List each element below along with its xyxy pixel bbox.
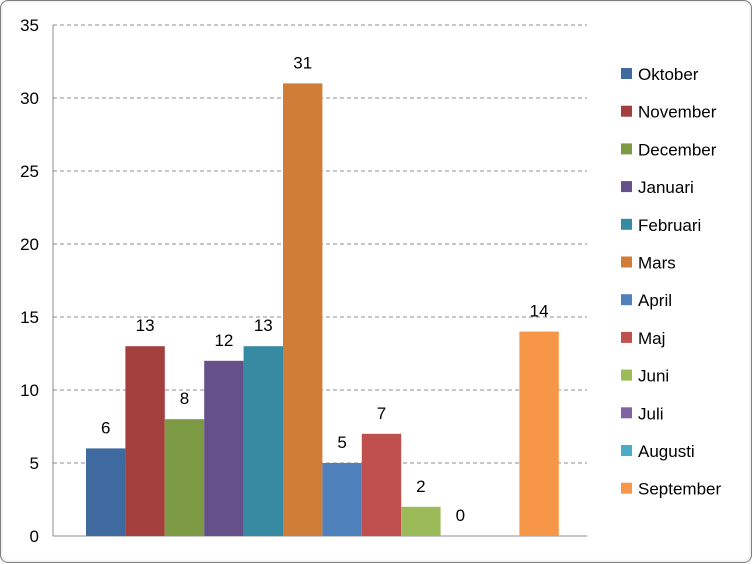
bar-februari bbox=[243, 346, 283, 536]
legend-swatch-december bbox=[621, 143, 632, 155]
y-tick-label: 20 bbox=[20, 235, 39, 254]
legend-swatch-september bbox=[621, 482, 632, 494]
legend-label-mars: Mars bbox=[638, 254, 676, 273]
bar-december bbox=[164, 419, 205, 536]
y-tick-label: 30 bbox=[20, 89, 39, 108]
data-label-januari: 12 bbox=[214, 331, 233, 350]
bar-januari bbox=[204, 360, 244, 536]
legend: Oktober November December Januari Februari Ma… bbox=[621, 65, 721, 499]
bar-september bbox=[519, 331, 559, 536]
data-label-maj: 7 bbox=[377, 404, 386, 423]
data-label-oktober: 6 bbox=[101, 418, 110, 437]
data-labels: 6 13 8 12 13 31 5 7 2 0 14 bbox=[101, 53, 549, 525]
legend-label-juli: Juli bbox=[638, 404, 664, 423]
legend-swatch-februari bbox=[621, 218, 632, 230]
data-label-mars: 31 bbox=[293, 53, 312, 72]
bar-juni bbox=[401, 506, 441, 536]
data-label-november: 13 bbox=[136, 316, 155, 335]
y-axis-ticks: 0 5 10 15 20 25 30 35 bbox=[20, 16, 39, 546]
legend-label-september: September bbox=[638, 480, 721, 499]
data-label-juli: 0 bbox=[456, 506, 465, 525]
legend-label-maj: Maj bbox=[638, 329, 665, 348]
y-tick-label: 15 bbox=[20, 308, 39, 327]
data-label-februari: 13 bbox=[254, 316, 273, 335]
legend-swatch-maj bbox=[621, 331, 632, 343]
data-label-juni: 2 bbox=[416, 477, 425, 496]
legend-swatch-januari bbox=[621, 181, 632, 193]
legend-swatch-november bbox=[621, 105, 632, 117]
y-tick-label: 5 bbox=[30, 454, 39, 473]
legend-swatch-juli bbox=[621, 407, 632, 419]
legend-label-juni: Juni bbox=[638, 367, 669, 386]
bar-november bbox=[125, 346, 165, 536]
legend-swatch-april bbox=[621, 294, 632, 306]
data-label-september: 14 bbox=[530, 302, 549, 321]
legend-label-november: November bbox=[638, 103, 717, 122]
y-tick-label: 10 bbox=[20, 381, 39, 400]
legend-label-april: April bbox=[638, 291, 672, 310]
bar-maj bbox=[361, 433, 402, 536]
bar-oktober bbox=[86, 448, 126, 536]
legend-label-augusti: Augusti bbox=[638, 442, 695, 461]
legend-label-februari: Februari bbox=[638, 216, 701, 235]
y-tick-label: 25 bbox=[20, 162, 39, 181]
legend-swatch-augusti bbox=[621, 445, 632, 456]
y-tick-label: 35 bbox=[20, 16, 39, 35]
data-label-december: 8 bbox=[180, 389, 189, 408]
bar-mars bbox=[283, 83, 323, 537]
bars bbox=[86, 83, 559, 537]
legend-label-oktober: Oktober bbox=[638, 65, 699, 84]
legend-label-december: December bbox=[638, 140, 717, 159]
y-tick-label: 0 bbox=[30, 527, 39, 546]
bar-april bbox=[322, 463, 362, 536]
legend-swatch-mars bbox=[621, 256, 632, 268]
legend-swatch-oktober bbox=[621, 68, 632, 79]
legend-label-januari: Januari bbox=[638, 178, 694, 197]
data-label-april: 5 bbox=[337, 433, 346, 452]
legend-swatch-juni bbox=[621, 369, 632, 381]
